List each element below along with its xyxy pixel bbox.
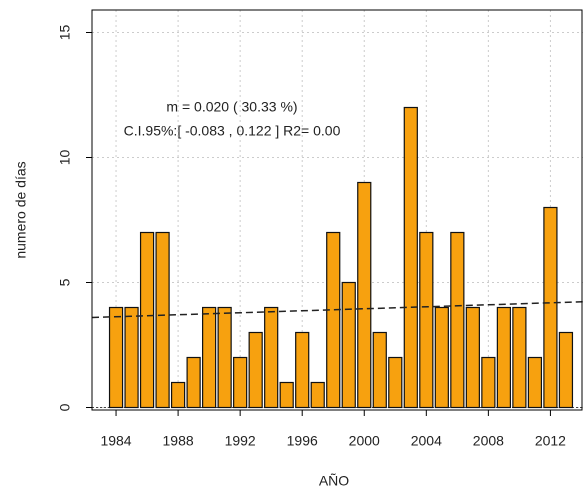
x-tick-label: 1988 [163, 433, 194, 449]
x-tick-label: 2004 [411, 433, 442, 449]
bar [465, 306, 480, 409]
bar [139, 231, 155, 409]
bar [124, 306, 139, 409]
bar [233, 356, 248, 409]
bar [202, 306, 217, 409]
plot-frame [91, 9, 583, 411]
y-tick-label: 15 [57, 25, 73, 41]
x-tick-label: 1984 [100, 433, 131, 449]
bar [388, 356, 403, 409]
y-tick-label: 10 [57, 150, 73, 166]
bar [264, 306, 279, 409]
x-tick-label: 1992 [225, 433, 256, 449]
y-tick-label: 5 [57, 278, 73, 286]
bar [108, 306, 124, 409]
bar [326, 231, 341, 409]
bar [496, 306, 511, 409]
bar [170, 381, 186, 409]
bar [217, 306, 232, 409]
x-tick-label: 2008 [473, 433, 504, 449]
trend-line [91, 301, 583, 319]
bar [279, 381, 294, 409]
bar [155, 231, 170, 409]
bar [419, 231, 434, 409]
bar [248, 331, 263, 409]
x-tick-label: 2000 [349, 433, 380, 449]
bar [450, 231, 465, 409]
bar [372, 331, 387, 409]
bar [558, 331, 574, 409]
bar [357, 181, 372, 409]
x-tick-label: 2012 [535, 433, 566, 449]
bar [512, 306, 527, 409]
annotation: C.I.95%:[ -0.083 , 0.122 ] R2= 0.00 [124, 123, 341, 139]
bar [310, 381, 325, 409]
bar [481, 356, 496, 409]
bar [527, 356, 543, 409]
bar [341, 281, 356, 409]
bar [295, 331, 310, 409]
bar [186, 356, 201, 409]
x-axis-label: AÑO [319, 473, 349, 489]
x-tick-label: 1996 [287, 433, 318, 449]
bar [403, 106, 418, 409]
y-axis-label: numero de días [13, 161, 29, 258]
annotation: m = 0.020 ( 30.33 %) [166, 99, 297, 115]
bar [543, 206, 558, 409]
bar [434, 306, 449, 409]
y-tick-label: 0 [57, 403, 73, 411]
